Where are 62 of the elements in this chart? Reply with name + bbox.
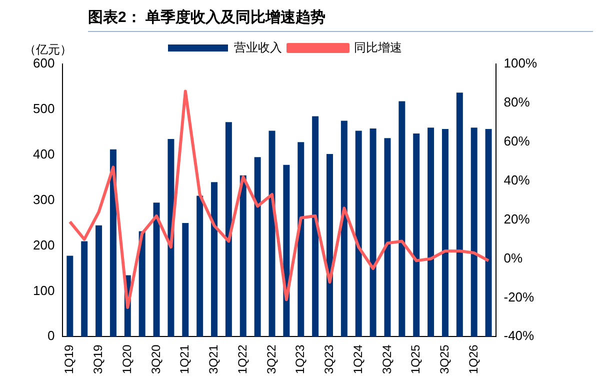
y2-tick-label: 0% <box>504 250 523 266</box>
bar <box>96 225 102 337</box>
bar <box>326 154 333 337</box>
x-tick-label: 3Q25 <box>438 344 452 374</box>
y2-tick-label: 40% <box>504 172 530 188</box>
y2-tick-label: 80% <box>504 94 530 110</box>
y2-tick-label: 60% <box>504 133 530 148</box>
bar <box>398 101 406 337</box>
bar <box>340 120 348 337</box>
bar <box>240 175 246 337</box>
x-tick-label: 1Q23 <box>293 344 308 374</box>
legend-label: 营业收入 <box>234 40 282 54</box>
x-tick-label: 3Q22 <box>264 344 278 374</box>
legend-label: 同比增速 <box>354 40 402 54</box>
y-tick-label: 200 <box>32 237 55 252</box>
x-tick-label: 1Q20 <box>120 344 134 374</box>
bar <box>196 196 204 337</box>
bar <box>428 128 434 337</box>
x-tick-label: 3Q23 <box>322 344 336 374</box>
bar <box>225 122 232 337</box>
y-tick-label: 600 <box>32 56 55 71</box>
bar <box>442 128 448 337</box>
y-tick-label: 500 <box>32 101 55 116</box>
bar <box>153 202 160 337</box>
bar <box>413 134 420 337</box>
bar <box>370 128 376 337</box>
bar <box>268 130 276 337</box>
bar <box>485 128 492 337</box>
y-tick-label: 400 <box>32 146 55 162</box>
x-tick-label: 1Q24 <box>350 344 365 374</box>
bar <box>456 92 463 337</box>
bar <box>168 138 174 337</box>
y2-tick-label: -40% <box>504 328 535 344</box>
x-tick-label: 1Q21 <box>178 344 192 374</box>
x-tick-label: 1Q19 <box>62 344 76 374</box>
y-tick-label: 300 <box>32 192 55 207</box>
x-tick-label: 3Q21 <box>206 344 221 374</box>
y2-tick-label: -20% <box>504 289 535 304</box>
x-tick-label: 3Q20 <box>148 344 163 374</box>
bar <box>110 149 116 337</box>
bar <box>81 241 88 337</box>
chart-title: 图表2： 单季度收入及同比增速趋势 <box>88 0 593 32</box>
x-tick-label: 1Q25 <box>408 344 423 374</box>
bar <box>355 130 362 337</box>
y-axis-title: （亿元） <box>24 42 72 56</box>
bar <box>470 128 478 337</box>
bar <box>138 231 146 337</box>
x-tick-label: 3Q19 <box>91 344 106 374</box>
y-tick-label: 100 <box>32 282 55 298</box>
bar <box>182 223 189 337</box>
y2-tick-label: 100% <box>504 56 538 71</box>
bar <box>211 182 218 337</box>
bar <box>254 157 261 337</box>
x-tick-label: 3Q24 <box>380 344 394 374</box>
bar <box>66 256 74 337</box>
y2-tick-label: 20% <box>504 211 530 226</box>
x-tick-label: 1Q26 <box>466 344 480 374</box>
y-tick-label: 0 <box>47 328 55 344</box>
bar <box>312 116 319 337</box>
x-tick-label: 1Q22 <box>235 344 250 374</box>
bar <box>384 138 391 337</box>
bar <box>298 142 304 337</box>
